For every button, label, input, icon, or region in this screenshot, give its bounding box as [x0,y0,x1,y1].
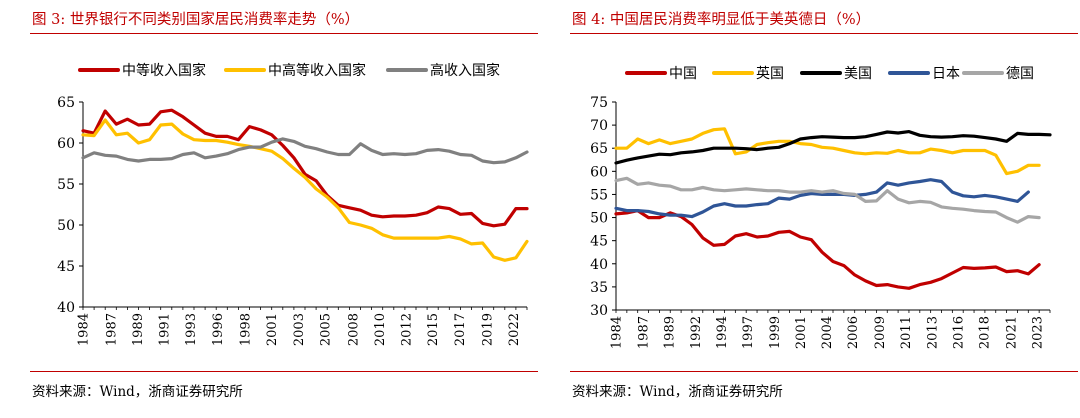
x-tick-label: 2008 [346,313,361,346]
x-tick-label: 2003 [292,313,307,346]
x-tick-label: 1984 [77,313,92,346]
y-tick-label: 55 [590,187,608,203]
y-tick-label: 45 [57,259,75,275]
legend-label: 德国 [1006,66,1034,82]
source-rule [570,371,1078,372]
x-tick-label: 2018 [977,316,992,349]
legend-label: 中国 [669,66,697,82]
x-tick-label: 2017 [453,313,468,346]
x-tick-label: 2021 [1004,316,1019,349]
y-tick-label: 70 [590,118,608,134]
series-line [81,108,529,228]
x-tick-label: 2010 [373,313,388,346]
x-tick-label: 1991 [158,313,173,346]
y-tick-label: 60 [57,136,75,152]
x-tick-label: 1992 [689,316,704,349]
title-rule [30,33,538,34]
legend-label: 日本 [932,66,960,82]
x-tick-label: 2005 [319,313,334,346]
x-tick-label: 2001 [794,316,809,349]
x-tick-label: 1989 [663,316,678,349]
y-tick-label: 65 [57,95,75,111]
consumption-rate-by-income-chart: 40 45 50 55 60 65 1984 1987 1989 1991 1993 1996 1998… [57,62,529,346]
y-tick-label: 40 [57,300,75,316]
y-tick-label: 50 [590,211,608,227]
figure-title: 图 3: 世界银行不同类别国家居民消费率走势（%） [32,12,360,28]
left-panel: 图 3: 世界银行不同类别国家居民消费率走势（%） 40 45 50 55 60 65 19… [30,12,538,400]
title-rule [570,33,1078,34]
x-tick-label: 2016 [951,316,966,349]
x-tick-label: 1997 [741,316,756,349]
y-tick-label: 60 [590,164,608,180]
right-panel: 图 4: 中国居民消费率明显低于美英德日（%） 30 35 40 45 50 55 60 65… [540,0,1080,418]
x-tick-label: 2022 [507,313,522,346]
legend-label: 中高等收入国家 [268,62,366,79]
y-tick-label: 55 [57,177,75,193]
legend-label: 中等收入国家 [122,62,206,79]
x-tick-label: 2015 [426,313,441,346]
x-tick-label: 2011 [899,316,914,349]
x-tick-label: 1984 [610,316,625,349]
x-tick-label: 2009 [873,316,888,349]
legend-label: 美国 [844,66,872,82]
x-tick-label: 2006 [846,316,861,349]
series-line [614,130,1052,165]
figure-title: 图 4: 中国居民消费率明显低于美英德日（%） [572,12,871,28]
legend-label: 高收入国家 [430,62,500,79]
x-tick-label: 1987 [104,313,119,346]
x-tick-label: 2004 [820,316,835,349]
x-tick-label: 1993 [184,313,199,346]
x-tick-label: 1999 [768,316,783,349]
source-note: 资料来源：Wind，浙商证券研究所 [572,384,783,400]
y-tick-label: 75 [590,95,608,111]
series-line [614,176,1041,224]
y-tick-label: 30 [590,303,608,319]
consumption-rate-by-country-chart: 30 35 40 45 50 55 60 65 70 75 1984 1987 1989 1992 1994… [590,65,1052,349]
x-tick-label: 2012 [400,313,415,346]
series-line [614,209,1041,290]
x-tick-label: 2019 [481,313,496,346]
x-tick-label: 1996 [211,313,226,346]
x-tick-label: 1987 [637,316,652,349]
y-tick-label: 45 [590,234,608,250]
y-tick-label: 35 [590,280,608,296]
x-tick-label: 1998 [239,313,254,346]
source-note: 资料来源：Wind，浙商证券研究所 [32,384,243,400]
legend-label: 英国 [756,65,784,82]
x-tick-label: 2001 [265,313,280,346]
x-tick-label: 1989 [131,313,146,346]
series-line [81,118,529,262]
y-tick-label: 65 [590,141,608,157]
series-line [614,127,1041,176]
x-tick-label: 2023 [1031,316,1046,349]
x-tick-label: 1994 [715,316,730,349]
series-line [614,178,1030,219]
x-tick-label: 2013 [925,316,940,349]
y-tick-label: 40 [590,257,608,273]
source-rule [30,371,538,372]
y-tick-label: 50 [57,218,75,234]
series-line [81,137,529,165]
